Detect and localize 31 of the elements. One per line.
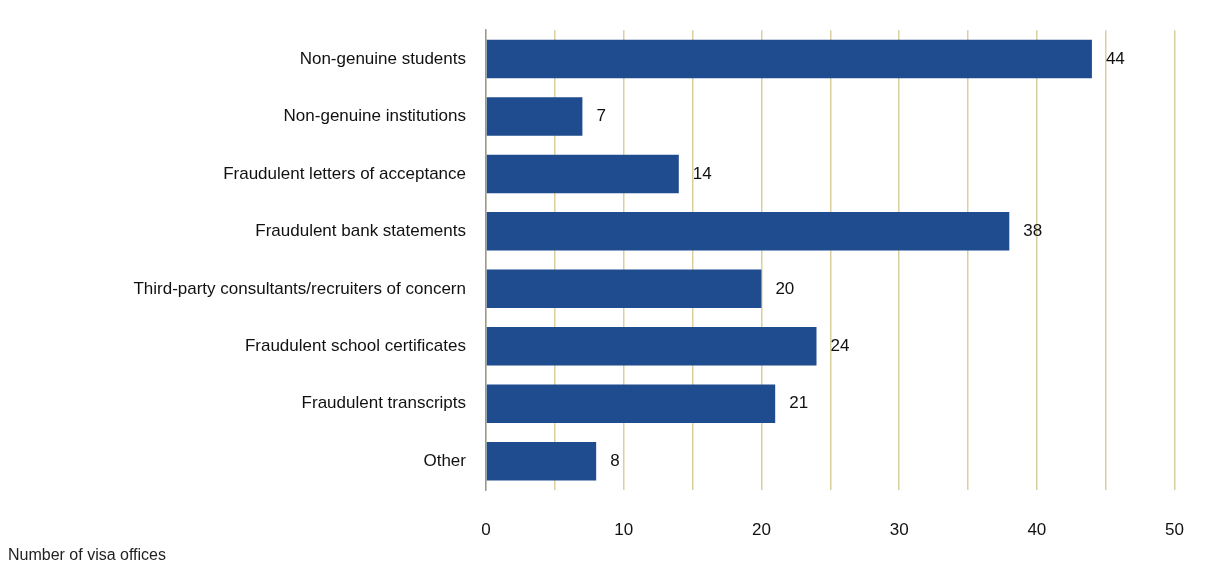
- bar: [486, 327, 817, 366]
- bar: [486, 212, 1010, 251]
- x-tick-label: 30: [889, 519, 909, 539]
- y-tick-label: Fraudulent school certificates: [244, 336, 466, 355]
- data-label: 14: [692, 163, 712, 183]
- bar: [486, 39, 1092, 79]
- x-tick-label: 20: [751, 519, 771, 539]
- bar: [486, 384, 776, 424]
- data-label: 20: [775, 278, 795, 298]
- y-tick-label: Third-party consultants/recruiters of concern: [133, 278, 466, 298]
- x-tick-label: 10: [614, 519, 634, 539]
- data-label: 38: [1023, 221, 1043, 241]
- x-tick-label: 0: [481, 519, 491, 539]
- y-tick-label: Non-genuine students: [299, 48, 466, 68]
- bar: [486, 154, 679, 194]
- data-label: 24: [830, 336, 850, 355]
- data-label: 21: [789, 393, 809, 413]
- x-axis-title: Number of visa offices: [8, 546, 166, 564]
- y-tick-label: Non-genuine institutions: [283, 106, 466, 126]
- data-label: 8: [610, 450, 620, 470]
- y-tick-label: Fraudulent letters of acceptance: [223, 163, 466, 183]
- y-tick-label: Fraudulent bank statements: [255, 221, 466, 241]
- bar: [486, 269, 762, 309]
- x-tick-label: 40: [1027, 519, 1047, 539]
- bar: [486, 442, 597, 481]
- data-label: 44: [1105, 48, 1125, 68]
- y-tick-label: Other: [423, 450, 467, 470]
- data-label: 7: [596, 106, 606, 126]
- y-tick-label: Fraudulent transcripts: [301, 393, 466, 413]
- bar: [486, 97, 583, 136]
- x-tick-label: 50: [1165, 519, 1185, 539]
